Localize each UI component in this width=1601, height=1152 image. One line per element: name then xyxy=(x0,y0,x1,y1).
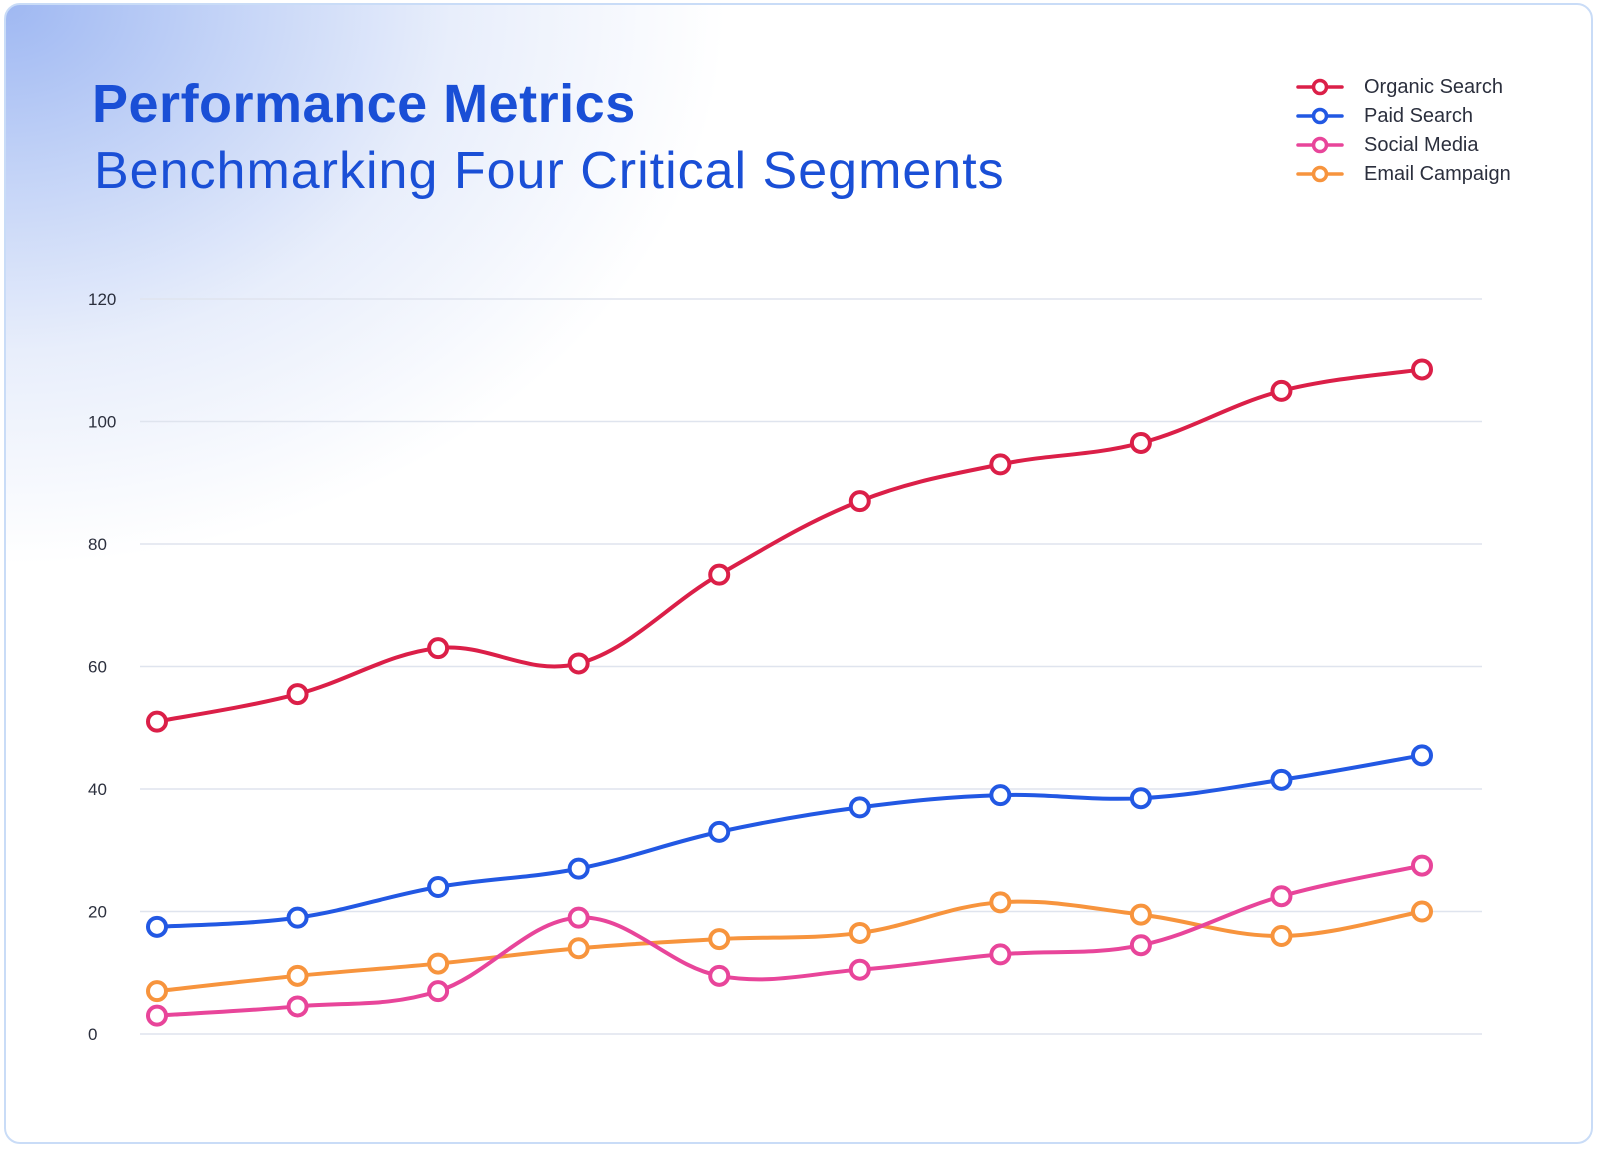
data-point-social-media xyxy=(286,995,309,1018)
series-social-media xyxy=(146,854,1433,1027)
data-point-email-campaign xyxy=(286,964,309,987)
y-tick-label: 0 xyxy=(88,1025,97,1044)
y-axis: 0 20 40 60 80 100 120 xyxy=(88,290,116,1044)
data-point-organic-search xyxy=(1129,431,1152,454)
data-point-organic-search xyxy=(1270,379,1293,402)
data-point-social-media xyxy=(1411,854,1433,877)
data-point-organic-search xyxy=(989,453,1012,476)
data-point-paid-search xyxy=(989,784,1012,807)
series-paid-search xyxy=(146,744,1433,938)
data-point-paid-search xyxy=(1411,744,1433,767)
legend-item: Paid Search xyxy=(1294,102,1584,130)
legend-item: Social Media xyxy=(1294,131,1584,159)
data-point-social-media xyxy=(146,1004,168,1027)
y-tick-label: 80 xyxy=(88,535,107,554)
y-tick-label: 40 xyxy=(88,780,107,799)
series-organic-search xyxy=(146,358,1433,733)
legend-swatch-marker xyxy=(1311,78,1329,96)
data-point-organic-search xyxy=(848,490,871,513)
data-point-email-campaign xyxy=(427,952,450,975)
data-point-paid-search xyxy=(1129,787,1152,810)
data-point-organic-search xyxy=(1411,358,1433,381)
y-tick-label: 60 xyxy=(88,658,107,677)
legend-swatch-icon xyxy=(1296,165,1344,183)
y-tick-label: 120 xyxy=(88,290,116,309)
series-line-social-media xyxy=(155,863,1424,1018)
data-point-organic-search xyxy=(708,563,731,586)
data-point-social-media xyxy=(427,980,450,1003)
data-point-email-campaign xyxy=(989,891,1012,914)
data-point-social-media xyxy=(1270,885,1293,908)
data-point-email-campaign xyxy=(848,921,871,944)
legend-item: Email Campaign xyxy=(1294,160,1584,188)
y-tick-label: 100 xyxy=(88,413,116,432)
series-line-paid-search xyxy=(155,753,1424,929)
data-point-email-campaign xyxy=(1411,900,1433,923)
chart-subtitle: Benchmarking Four Critical Segments xyxy=(94,142,1005,200)
legend-swatch-icon xyxy=(1296,78,1344,96)
legend-label: Email Campaign xyxy=(1364,163,1511,185)
data-point-paid-search xyxy=(1270,768,1293,791)
legend-label: Social Media xyxy=(1364,134,1479,156)
data-point-organic-search xyxy=(567,652,590,675)
legend-swatch-marker xyxy=(1311,165,1329,183)
data-point-social-media xyxy=(708,964,731,987)
data-point-email-campaign xyxy=(1270,925,1293,947)
legend-swatch-marker xyxy=(1311,136,1329,154)
data-point-paid-search xyxy=(427,876,450,898)
data-point-paid-search xyxy=(567,857,590,880)
data-point-social-media xyxy=(1129,934,1152,957)
data-point-email-campaign xyxy=(146,980,168,1003)
chart-title: Performance Metrics xyxy=(92,74,636,134)
chart-card: Performance Metrics Benchmarking Four Cr… xyxy=(4,3,1593,1144)
series-email-campaign xyxy=(146,891,1433,1003)
legend-item: Organic Search xyxy=(1294,73,1584,101)
line-chart: 0 20 40 60 80 100 120 xyxy=(88,290,1482,1044)
legend-label: Organic Search xyxy=(1364,76,1503,98)
y-tick-label: 20 xyxy=(88,903,107,922)
data-point-paid-search xyxy=(286,906,309,929)
series-line-email-campaign xyxy=(155,899,1424,994)
data-point-email-campaign xyxy=(567,937,590,960)
data-point-organic-search xyxy=(146,710,168,733)
legend: Organic Search Paid Search Social Media Ema… xyxy=(1294,73,1584,189)
data-point-social-media xyxy=(848,958,871,981)
data-point-email-campaign xyxy=(1129,903,1152,926)
legend-label: Paid Search xyxy=(1364,105,1473,127)
legend-swatch-icon xyxy=(1296,107,1344,125)
legend-swatch-marker xyxy=(1311,107,1329,125)
data-point-organic-search xyxy=(427,637,450,660)
data-point-paid-search xyxy=(146,915,168,938)
data-point-social-media xyxy=(989,943,1012,966)
data-point-organic-search xyxy=(286,683,309,706)
data-point-email-campaign xyxy=(708,928,731,951)
data-point-paid-search xyxy=(848,796,871,819)
series-layer xyxy=(146,358,1433,1027)
series-line-organic-search xyxy=(155,367,1424,724)
data-point-paid-search xyxy=(708,820,731,843)
grid-lines xyxy=(140,298,1482,1035)
data-point-social-media xyxy=(567,906,590,929)
legend-swatch-icon xyxy=(1296,136,1344,154)
